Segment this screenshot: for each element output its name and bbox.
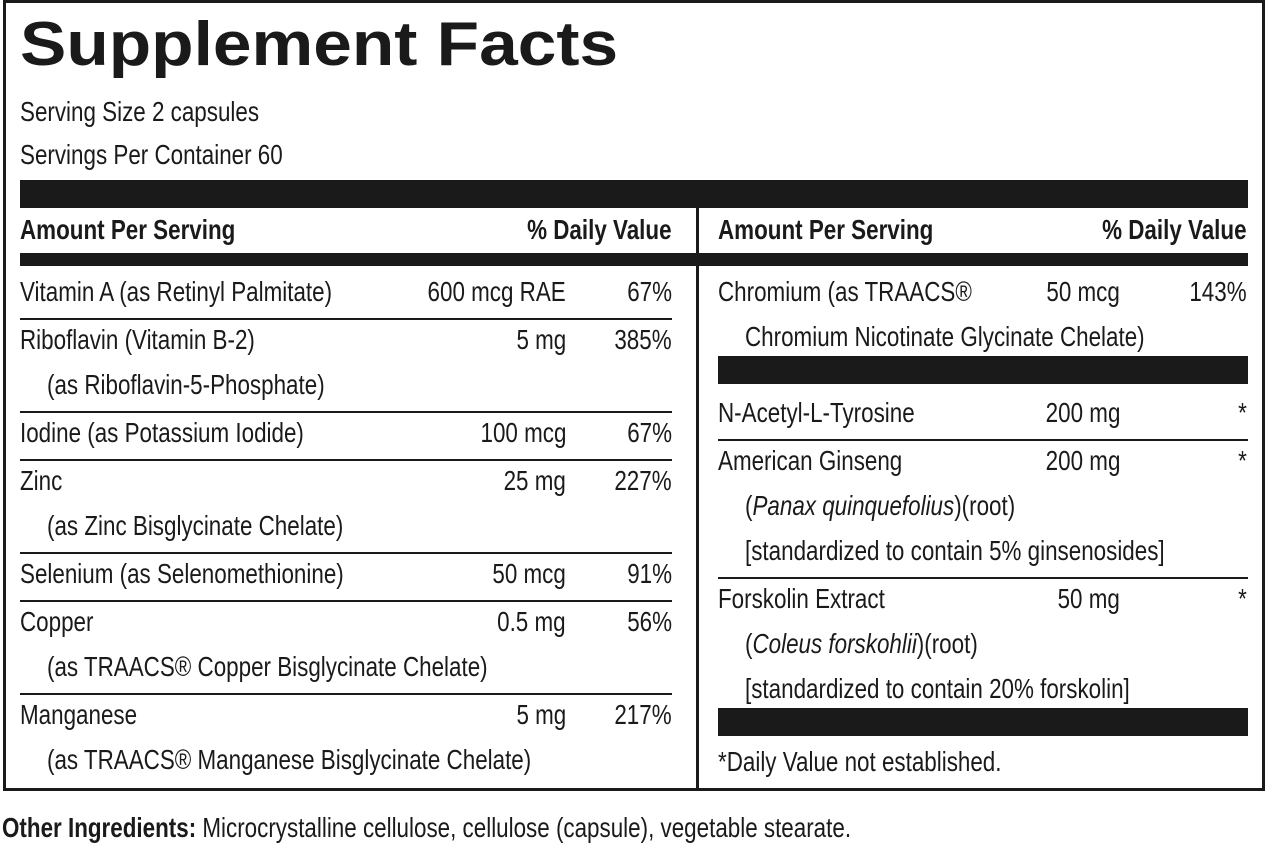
nutrient-daily-value: * [1238,445,1247,476]
other-ingredients-text: Microcrystalline cellulose, cellulose (c… [202,812,852,843]
nutrient-daily-value: * [1238,397,1247,428]
nutrient-name: Forskolin Extract [718,583,885,614]
header-amount: Amount Per Serving [20,214,236,245]
nutrient-note: Chromium Nicotinate Glycinate Chelate) [745,321,1145,352]
header-daily-value: % Daily Value [527,214,672,245]
nutrient-amount: 50 mg [1057,583,1120,614]
border-bottom [3,788,1265,791]
nutrient-daily-value: 91% [627,558,672,589]
nutrient-amount: 100 mcg [480,417,566,448]
note-italic: Coleus forskohlii [752,628,917,659]
group-bar [718,708,1248,736]
nutrient-name: Zinc [20,465,63,496]
nutrient-daily-value: 67% [627,417,672,448]
row-separator [718,439,1248,441]
nutrient-amount: 5 mg [516,699,566,730]
nutrient-name: Chromium (as TRAACS® [718,276,972,307]
nutrient-name: Manganese [20,699,138,730]
nutrient-name: Vitamin A (as Retinyl Palmitate) [20,276,333,307]
nutrient-name: Iodine (as Potassium Iodide) [20,417,304,448]
nutrient-amount: 200 mg [1045,445,1120,476]
header-amount: Amount Per Serving [718,214,934,245]
header-rule [20,253,1248,266]
nutrient-name: Riboflavin (Vitamin B-2) [20,324,255,355]
footnote: *Daily Value not established. [718,746,1002,777]
nutrient-name: Selenium (as Selenomethionine) [20,558,344,589]
nutrient-daily-value: 227% [614,465,672,496]
nutrient-amount: 50 mcg [1046,276,1120,307]
nutrient-amount: 25 mg [503,465,566,496]
nutrient-note: (Coleus forskohlii)(root) [745,630,978,658]
nutrient-amount: 5 mg [516,324,566,355]
thick-bar [20,180,1248,208]
other-ingredients-label: Other Ingredients: [2,812,197,843]
note-post: )(root) [954,490,1016,521]
border-top [3,0,1265,3]
column-divider [696,208,699,788]
note-post: )(root) [916,628,978,659]
servings-per-container: Servings Per Container 60 [20,139,283,170]
nutrient-name: American Ginseng [718,445,903,476]
header-daily-value: % Daily Value [1102,214,1247,245]
row-separator [20,318,672,320]
nutrient-daily-value: 67% [627,276,672,307]
other-ingredients: Other Ingredients: Microcrystalline cell… [2,814,851,842]
serving-size: Serving Size 2 capsules [20,96,260,127]
nutrient-note: (as Zinc Bisglycinate Chelate) [47,510,344,541]
nutrient-note: (as Riboflavin-5-Phosphate) [47,369,325,400]
row-separator [20,411,672,413]
row-separator [20,693,672,695]
row-separator [718,577,1248,579]
nutrient-name: Copper [20,606,94,637]
note-pre: ( [745,628,753,659]
group-bar [718,356,1248,384]
nutrient-amount: 50 mcg [492,558,566,589]
nutrient-amount: 200 mg [1045,397,1120,428]
nutrient-note: (Panax quinquefolius)(root) [745,492,1015,520]
nutrient-note: (as TRAACS® Manganese Bisglycinate Chela… [47,744,532,775]
nutrient-note: [standardized to contain 20% forskolin] [745,673,1130,704]
row-separator [20,552,672,554]
nutrient-amount: 600 mcg RAE [427,276,566,307]
nutrient-daily-value: 56% [627,606,672,637]
nutrient-daily-value: 217% [614,699,672,730]
nutrient-name: N-Acetyl-L-Tyrosine [718,397,915,428]
nutrient-amount: 0.5 mg [497,606,566,637]
nutrient-daily-value: 143% [1189,276,1247,307]
row-separator [20,600,672,602]
note-italic: Panax quinquefolius [752,490,955,521]
border-left [3,0,6,791]
nutrient-note: (as TRAACS® Copper Bisglycinate Chelate) [47,651,488,682]
row-separator [20,459,672,461]
nutrient-daily-value: * [1238,583,1247,614]
nutrient-note: [standardized to contain 5% ginsenosides… [745,535,1165,566]
note-pre: ( [745,490,753,521]
title: Supplement Facts [20,10,619,79]
nutrient-daily-value: 385% [614,324,672,355]
border-right [1262,0,1265,791]
